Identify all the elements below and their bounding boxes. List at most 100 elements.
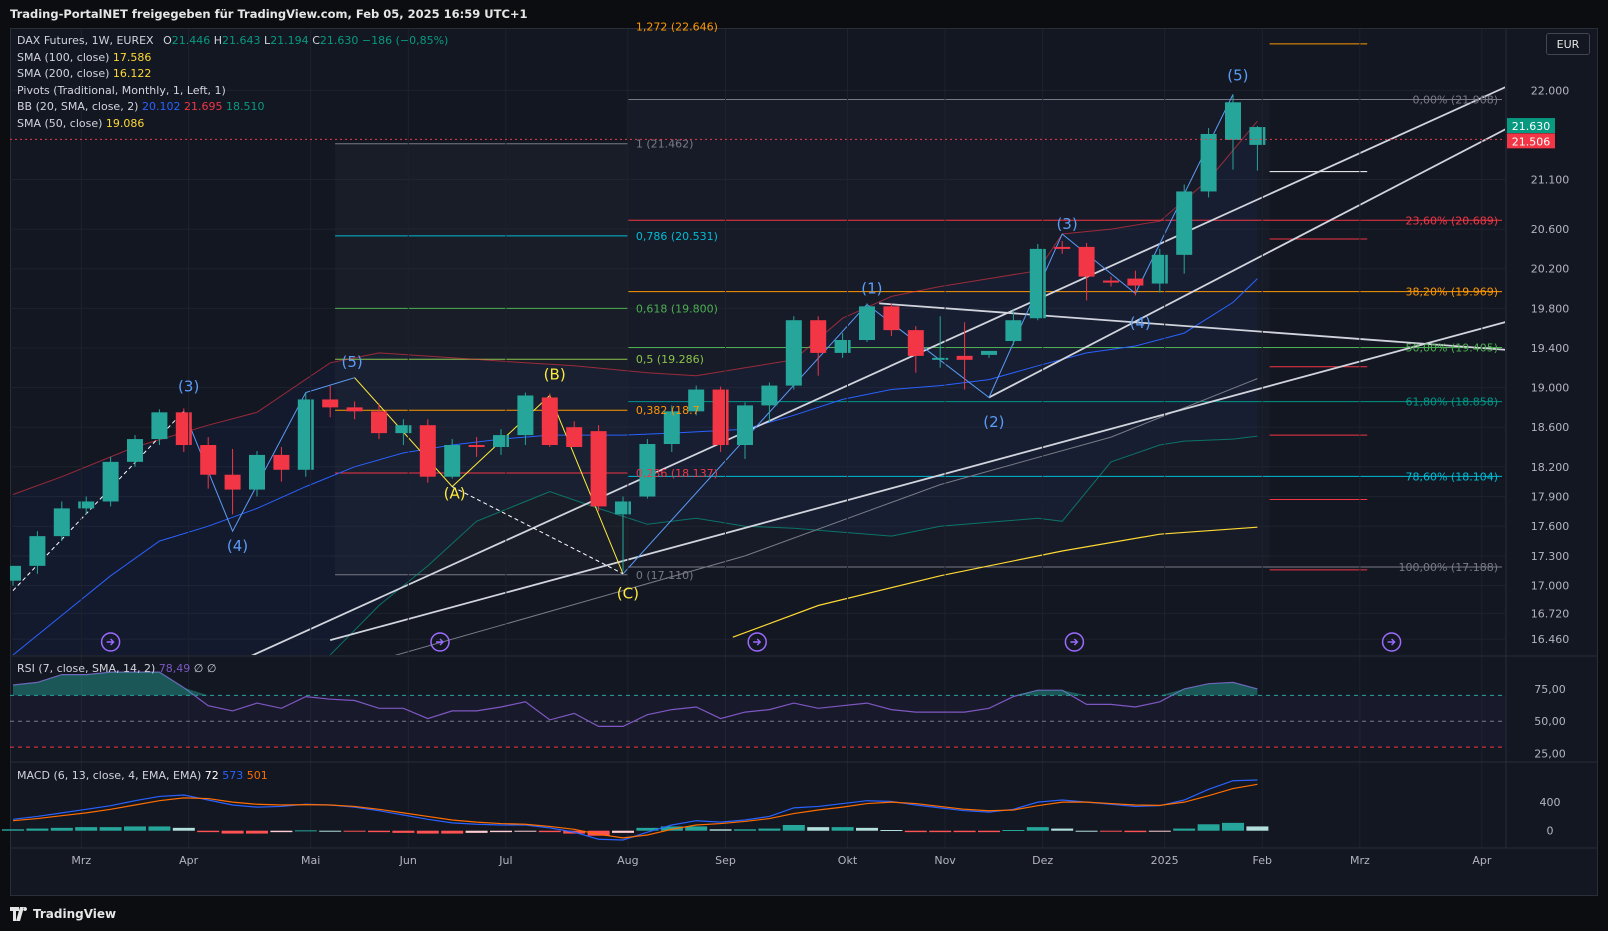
candle-body	[29, 536, 46, 566]
legend-sma100-label: SMA (100, close)	[17, 50, 110, 64]
price-axis-tick: 17.300	[1531, 550, 1570, 563]
rsi-overbought-fill	[1013, 690, 1087, 696]
candle-body	[1200, 133, 1217, 192]
macd-histogram-bar	[490, 830, 512, 833]
rsi-overbought-fill	[1159, 682, 1258, 696]
footer: TradingView	[0, 898, 1608, 931]
macd-histogram-bar	[2, 829, 24, 831]
rsi-axis-tick: 50,00	[1534, 715, 1566, 728]
legend-h-label: H	[213, 34, 223, 47]
legend-l-label: L	[264, 34, 271, 47]
legend-sma200-row[interactable]: SMA (200, close) 16.122	[17, 66, 448, 83]
fib-left-label: 0,5 (19.286)	[636, 353, 704, 366]
macd-histogram-bar	[368, 830, 390, 833]
candle-body	[517, 395, 534, 436]
candle-body	[102, 461, 119, 502]
legend-symbol[interactable]: DAX Futures, 1W, EUREX	[17, 34, 154, 47]
fib-right-label: 78,60% (18.104)	[1405, 470, 1498, 483]
price-axis-tick: 19.400	[1531, 342, 1570, 355]
macd-legend[interactable]: MACD (6, 13, close, 4, EMA, EMA) 72 573 …	[17, 768, 268, 785]
rsi-axis-tick: 25,00	[1534, 748, 1566, 761]
macd-histogram-bar	[246, 830, 268, 834]
rsi-legend[interactable]: RSI (7, close, SMA, 14, 2) 78,49 ∅ ∅	[17, 661, 216, 678]
elliott-wave-label: (3)	[178, 378, 199, 396]
macd-histogram-bar	[124, 826, 146, 831]
candle-body	[1151, 254, 1168, 284]
legend-sma100-row[interactable]: SMA (100, close) 17.586	[17, 50, 448, 67]
elliott-wave-label: (4)	[227, 537, 248, 555]
macd-histogram-bar	[172, 827, 195, 831]
trendline	[329, 321, 1505, 642]
bb-lower-line	[329, 435, 1258, 655]
bb-upper-line	[12, 120, 1258, 495]
candle-body	[1249, 127, 1266, 145]
candle-body	[810, 320, 827, 353]
legend-sma50-row[interactable]: SMA (50, close) 19.086	[17, 116, 448, 133]
candle-body	[249, 454, 265, 490]
candle-body	[175, 412, 192, 446]
time-axis-label: Mrz	[1350, 854, 1370, 867]
candle-body	[1225, 102, 1241, 140]
candle-body	[859, 306, 875, 341]
legend-bb-row[interactable]: BB (20, SMA, close, 2) 20.102 21.695 18.…	[17, 99, 448, 116]
fib-left-label: 0,786 (20.531)	[636, 230, 718, 243]
macd-histogram-bar	[319, 830, 342, 832]
rsi-legend-extra2: ∅	[206, 662, 217, 675]
candle-body	[468, 445, 485, 448]
candle-body	[785, 320, 802, 386]
macd-histogram-bar	[416, 830, 439, 834]
rsi-line	[12, 671, 1258, 728]
candle-body	[200, 445, 217, 475]
macd-histogram-bar	[1075, 830, 1098, 832]
macd-histogram-bar	[1124, 830, 1147, 833]
share-header: Trading-PortalNET freigegeben für Tradin…	[0, 0, 1608, 28]
sma200-line	[394, 378, 1258, 655]
macd-histogram-bar	[978, 830, 1000, 833]
time-axis-label: Jul	[498, 854, 512, 867]
legend-symbol-row[interactable]: DAX Futures, 1W, EUREX O21.446 H21.643 L…	[17, 33, 448, 50]
macd-histogram-bar	[831, 827, 854, 831]
macd-histogram-bar	[880, 830, 903, 831]
macd-histogram-bar	[1148, 830, 1171, 832]
macd-histogram-bar	[538, 830, 561, 833]
candle-body	[1054, 246, 1071, 249]
legend-sma200-label: SMA (200, close)	[17, 67, 110, 80]
elliott-wave-label: (B)	[544, 366, 566, 384]
macd-histogram-bar	[612, 830, 634, 833]
legend-pivots-row[interactable]: Pivots (Traditional, Monthly, 1, Left, 1…	[17, 83, 448, 100]
fib-right-label: 23,60% (20.689)	[1405, 214, 1498, 227]
fib-left-label: 0,236 (18.137)	[636, 467, 718, 480]
candle-body	[1127, 278, 1144, 286]
candle-body	[883, 306, 900, 331]
macd-legend-hist: 72	[204, 769, 219, 782]
price-badge-label: 21.630	[1512, 120, 1551, 133]
macd-histogram-bar	[660, 826, 683, 831]
candle-body	[151, 412, 168, 440]
fib-right-label: 100,00% (17.188)	[1398, 561, 1498, 574]
macd-legend-signal: 501	[246, 769, 268, 782]
candle-body	[297, 399, 314, 470]
currency-button[interactable]: EUR	[1546, 33, 1590, 55]
macd-histogram-bar	[1002, 830, 1025, 831]
arrow-right-icon	[1387, 638, 1396, 646]
macd-histogram-bar	[221, 830, 244, 834]
legend-low: 21.194	[270, 34, 309, 47]
time-axis-label: Aug	[617, 854, 638, 867]
price-axis-tick: 17.000	[1531, 580, 1570, 593]
legend-high: 21.643	[222, 34, 261, 47]
elliott-wave-label: (A)	[444, 485, 466, 503]
price-axis-tick: 21.100	[1531, 174, 1570, 187]
fib-right-label: 61,80% (18.858)	[1405, 396, 1498, 409]
time-axis-label: Jun	[399, 854, 417, 867]
macd-histogram-bar	[1026, 827, 1049, 831]
sma50-line	[732, 526, 1258, 638]
macd-histogram-bar	[294, 830, 317, 832]
macd-histogram-bar	[758, 828, 781, 831]
legend-sma50-value: 19.086	[105, 116, 145, 130]
candle-body	[907, 330, 924, 356]
arrow-right-icon	[106, 638, 115, 646]
price-axis-tick: 16.460	[1531, 633, 1570, 646]
macd-histogram-bar	[270, 830, 293, 833]
macd-histogram-bar	[734, 829, 756, 831]
